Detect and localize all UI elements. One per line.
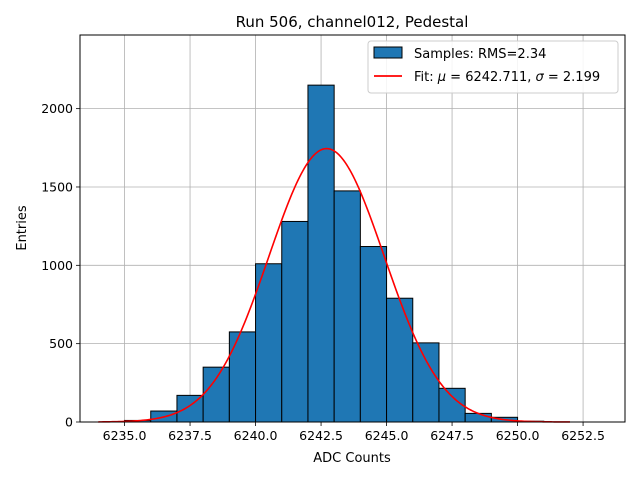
x-tick-label: 6245.0 <box>365 428 409 443</box>
histogram-bar <box>464 412 492 423</box>
histogram-bar <box>202 366 230 423</box>
plot-frame <box>79 34 626 423</box>
histogram-bar <box>307 84 335 423</box>
histogram-bar <box>176 394 204 423</box>
x-tick-label: 6235.0 <box>103 428 147 443</box>
legend: Samples: RMS=2.34 Fit: μ = 6242.711, σ =… <box>367 40 619 94</box>
x-tick-label: 6240.0 <box>234 428 278 443</box>
histogram-bar <box>228 331 257 423</box>
y-tick-label: 1000 <box>41 258 73 273</box>
histogram-bar <box>438 387 466 423</box>
histogram-bar <box>281 220 309 423</box>
chart-title: Run 506, channel012, Pedestal <box>236 13 469 31</box>
x-tick-label: 6252.5 <box>561 428 605 443</box>
histogram-bar <box>386 297 414 423</box>
histogram-bars <box>124 84 545 423</box>
fit-curve-line <box>98 147 570 423</box>
fit-curve <box>98 147 570 423</box>
x-tick-label: 6247.5 <box>430 428 474 443</box>
y-tick-label: 2000 <box>41 101 73 116</box>
x-axis-ticks: 6235.0 6237.5 6240.0 6242.5 6245.0 6247.5 6250… <box>103 422 605 443</box>
y-tick-label: 1500 <box>41 179 73 194</box>
histogram-bar <box>333 190 361 423</box>
x-axis-label: ADC Counts <box>313 451 391 466</box>
histogram-bar <box>255 263 283 423</box>
x-tick-label: 6237.5 <box>168 428 212 443</box>
y-axis-label: Entries <box>15 205 30 251</box>
x-tick-label: 6250.0 <box>496 428 540 443</box>
y-tick-label: 500 <box>49 336 73 351</box>
legend-box <box>367 40 619 94</box>
histogram-bar <box>359 246 388 423</box>
y-tick-label: 0 <box>65 415 73 430</box>
legend-histogram-swatch <box>373 46 403 59</box>
histogram-bar <box>412 342 440 423</box>
x-tick-label: 6242.5 <box>299 428 343 443</box>
legend-fit-label: Fit: μ = 6242.711, σ = 2.199 <box>414 70 600 85</box>
legend-histogram-label: Samples: RMS=2.34 <box>414 47 546 62</box>
y-axis-ticks: 0 500 1000 1500 2000 <box>41 101 80 430</box>
